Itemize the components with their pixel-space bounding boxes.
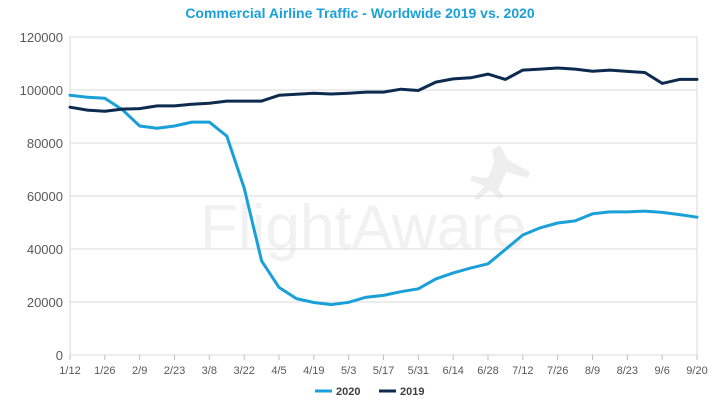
- series-line-2020: [68, 93, 699, 307]
- x-tick-label: 9/20: [686, 365, 707, 377]
- y-tick-label: 40000: [27, 242, 63, 257]
- x-tick-label: 9/6: [655, 365, 670, 377]
- x-tick-label: 8/23: [617, 365, 638, 377]
- x-tick-label: 8/9: [585, 365, 600, 377]
- legend-label-2019: 2019: [400, 386, 424, 398]
- watermark-plane-icon: [470, 145, 530, 200]
- series-line-2019: [68, 66, 699, 113]
- y-tick-label: 0: [56, 348, 63, 363]
- y-tick-label: 120000: [20, 30, 63, 45]
- x-tick-label: 4/5: [271, 365, 286, 377]
- x-axis: 1/12 1/26 2/9 2/23 3/8 3/22 4/5 4/19 5/3 5/17 5/31…: [59, 355, 708, 377]
- x-tick-label: 1/12: [59, 365, 80, 377]
- y-tick-label: 80000: [27, 136, 63, 151]
- x-tick-label: 3/22: [233, 365, 254, 377]
- x-tick-label: 4/19: [303, 365, 324, 377]
- x-tick-label: 7/26: [547, 365, 568, 377]
- x-tick-label: 2/9: [132, 365, 147, 377]
- x-tick-label: 5/31: [408, 365, 429, 377]
- series-layer: [68, 66, 699, 307]
- y-tick-label: 20000: [27, 295, 63, 310]
- y-tick-label: 100000: [20, 83, 63, 98]
- x-tick-label: 5/17: [373, 365, 394, 377]
- x-tick-label: 5/3: [341, 365, 356, 377]
- x-tick-label: 1/26: [94, 365, 115, 377]
- x-tick-label: 6/28: [477, 365, 498, 377]
- y-axis: 0 20000 40000 60000 80000 100000 120000: [20, 30, 63, 363]
- x-tick-label: 7/12: [512, 365, 533, 377]
- x-tick-label: 3/8: [202, 365, 217, 377]
- legend-label-2020: 2020: [336, 386, 360, 398]
- plot-area: [69, 36, 698, 356]
- y-tick-label: 60000: [27, 189, 63, 204]
- x-tick-label: 2/23: [164, 365, 185, 377]
- chart-title: Commercial Airline Traffic - Worldwide 2…: [185, 5, 535, 21]
- legend: 2020 2019: [315, 386, 424, 398]
- x-tick-label: 6/14: [442, 365, 463, 377]
